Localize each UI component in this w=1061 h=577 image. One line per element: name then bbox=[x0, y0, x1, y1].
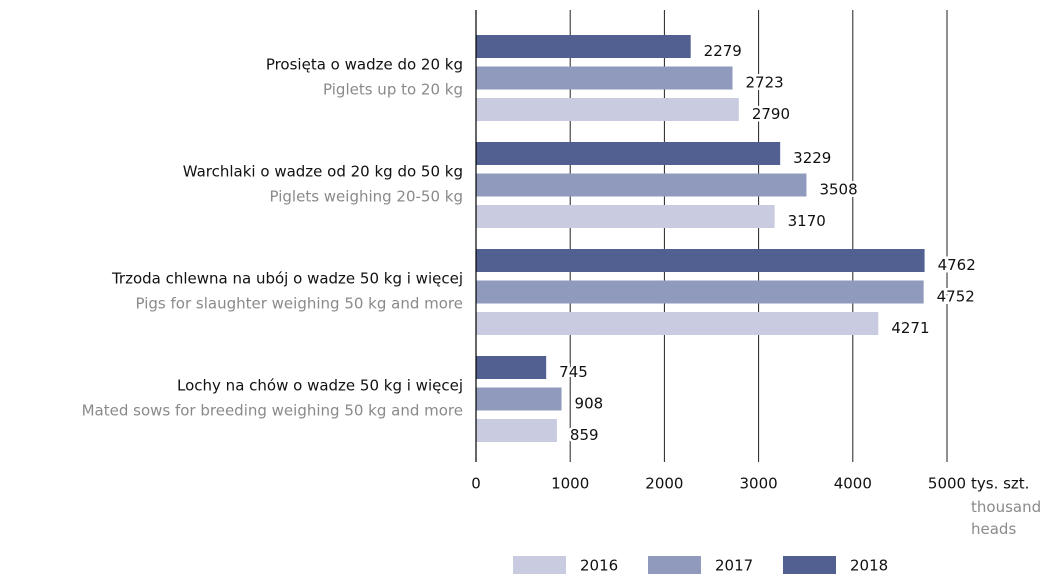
value-label: 908 bbox=[575, 395, 604, 413]
legend-label: 2016 bbox=[580, 557, 618, 575]
category-label: Lochy na chów o wadze 50 kg i więcej bbox=[177, 377, 463, 395]
value-label: 4752 bbox=[937, 288, 975, 306]
x-tick-label: 1000 bbox=[551, 475, 589, 493]
category-label-en: Pigs for slaughter weighing 50 kg and mo… bbox=[136, 295, 463, 313]
value-label: 3170 bbox=[788, 212, 826, 230]
x-axis-label: tys. szt. bbox=[971, 475, 1029, 493]
bar bbox=[476, 142, 781, 165]
legend-swatch bbox=[648, 556, 701, 574]
bar bbox=[476, 249, 925, 272]
bar bbox=[476, 387, 562, 411]
bar bbox=[476, 66, 733, 90]
bar bbox=[476, 419, 557, 442]
category-label-en: Mated sows for breeding weighing 50 kg a… bbox=[82, 402, 463, 420]
value-label: 2279 bbox=[704, 42, 742, 60]
legend-label: 2018 bbox=[850, 557, 888, 575]
bar bbox=[476, 173, 807, 197]
bar bbox=[476, 356, 547, 379]
legend-label: 2017 bbox=[715, 557, 753, 575]
value-label: 859 bbox=[570, 426, 599, 444]
bar bbox=[476, 35, 691, 58]
x-tick-label: 2000 bbox=[645, 475, 683, 493]
x-tick-label: 5000 bbox=[928, 475, 966, 493]
x-tick-label: 4000 bbox=[834, 475, 872, 493]
category-label-en: Piglets weighing 20-50 kg bbox=[270, 188, 463, 206]
x-axis-label-en-text: thousand heads bbox=[971, 498, 1042, 538]
value-label: 2790 bbox=[752, 105, 790, 123]
value-label: 3229 bbox=[793, 149, 831, 167]
category-label-en: Piglets up to 20 kg bbox=[323, 81, 463, 99]
legend-swatch bbox=[513, 556, 566, 574]
x-tick-label: 3000 bbox=[740, 475, 778, 493]
value-label: 745 bbox=[559, 363, 588, 381]
x-tick-label: 0 bbox=[471, 475, 481, 493]
category-label: Prosięta o wadze do 20 kg bbox=[266, 56, 463, 74]
x-axis-label-en: thousand heads bbox=[971, 498, 1042, 538]
bar bbox=[476, 280, 924, 304]
bar bbox=[476, 312, 879, 335]
category-label: Warchlaki o wadze od 20 kg do 50 kg bbox=[183, 163, 463, 181]
value-label: 3508 bbox=[819, 181, 857, 199]
category-label: Trzoda chlewna na ubój o wadze 50 kg i w… bbox=[111, 270, 463, 288]
bar bbox=[476, 98, 739, 121]
value-label: 4271 bbox=[891, 319, 929, 337]
legend-swatch bbox=[783, 556, 836, 574]
bar bbox=[476, 205, 775, 228]
value-label: 2723 bbox=[746, 74, 784, 92]
value-label: 4762 bbox=[938, 256, 976, 274]
